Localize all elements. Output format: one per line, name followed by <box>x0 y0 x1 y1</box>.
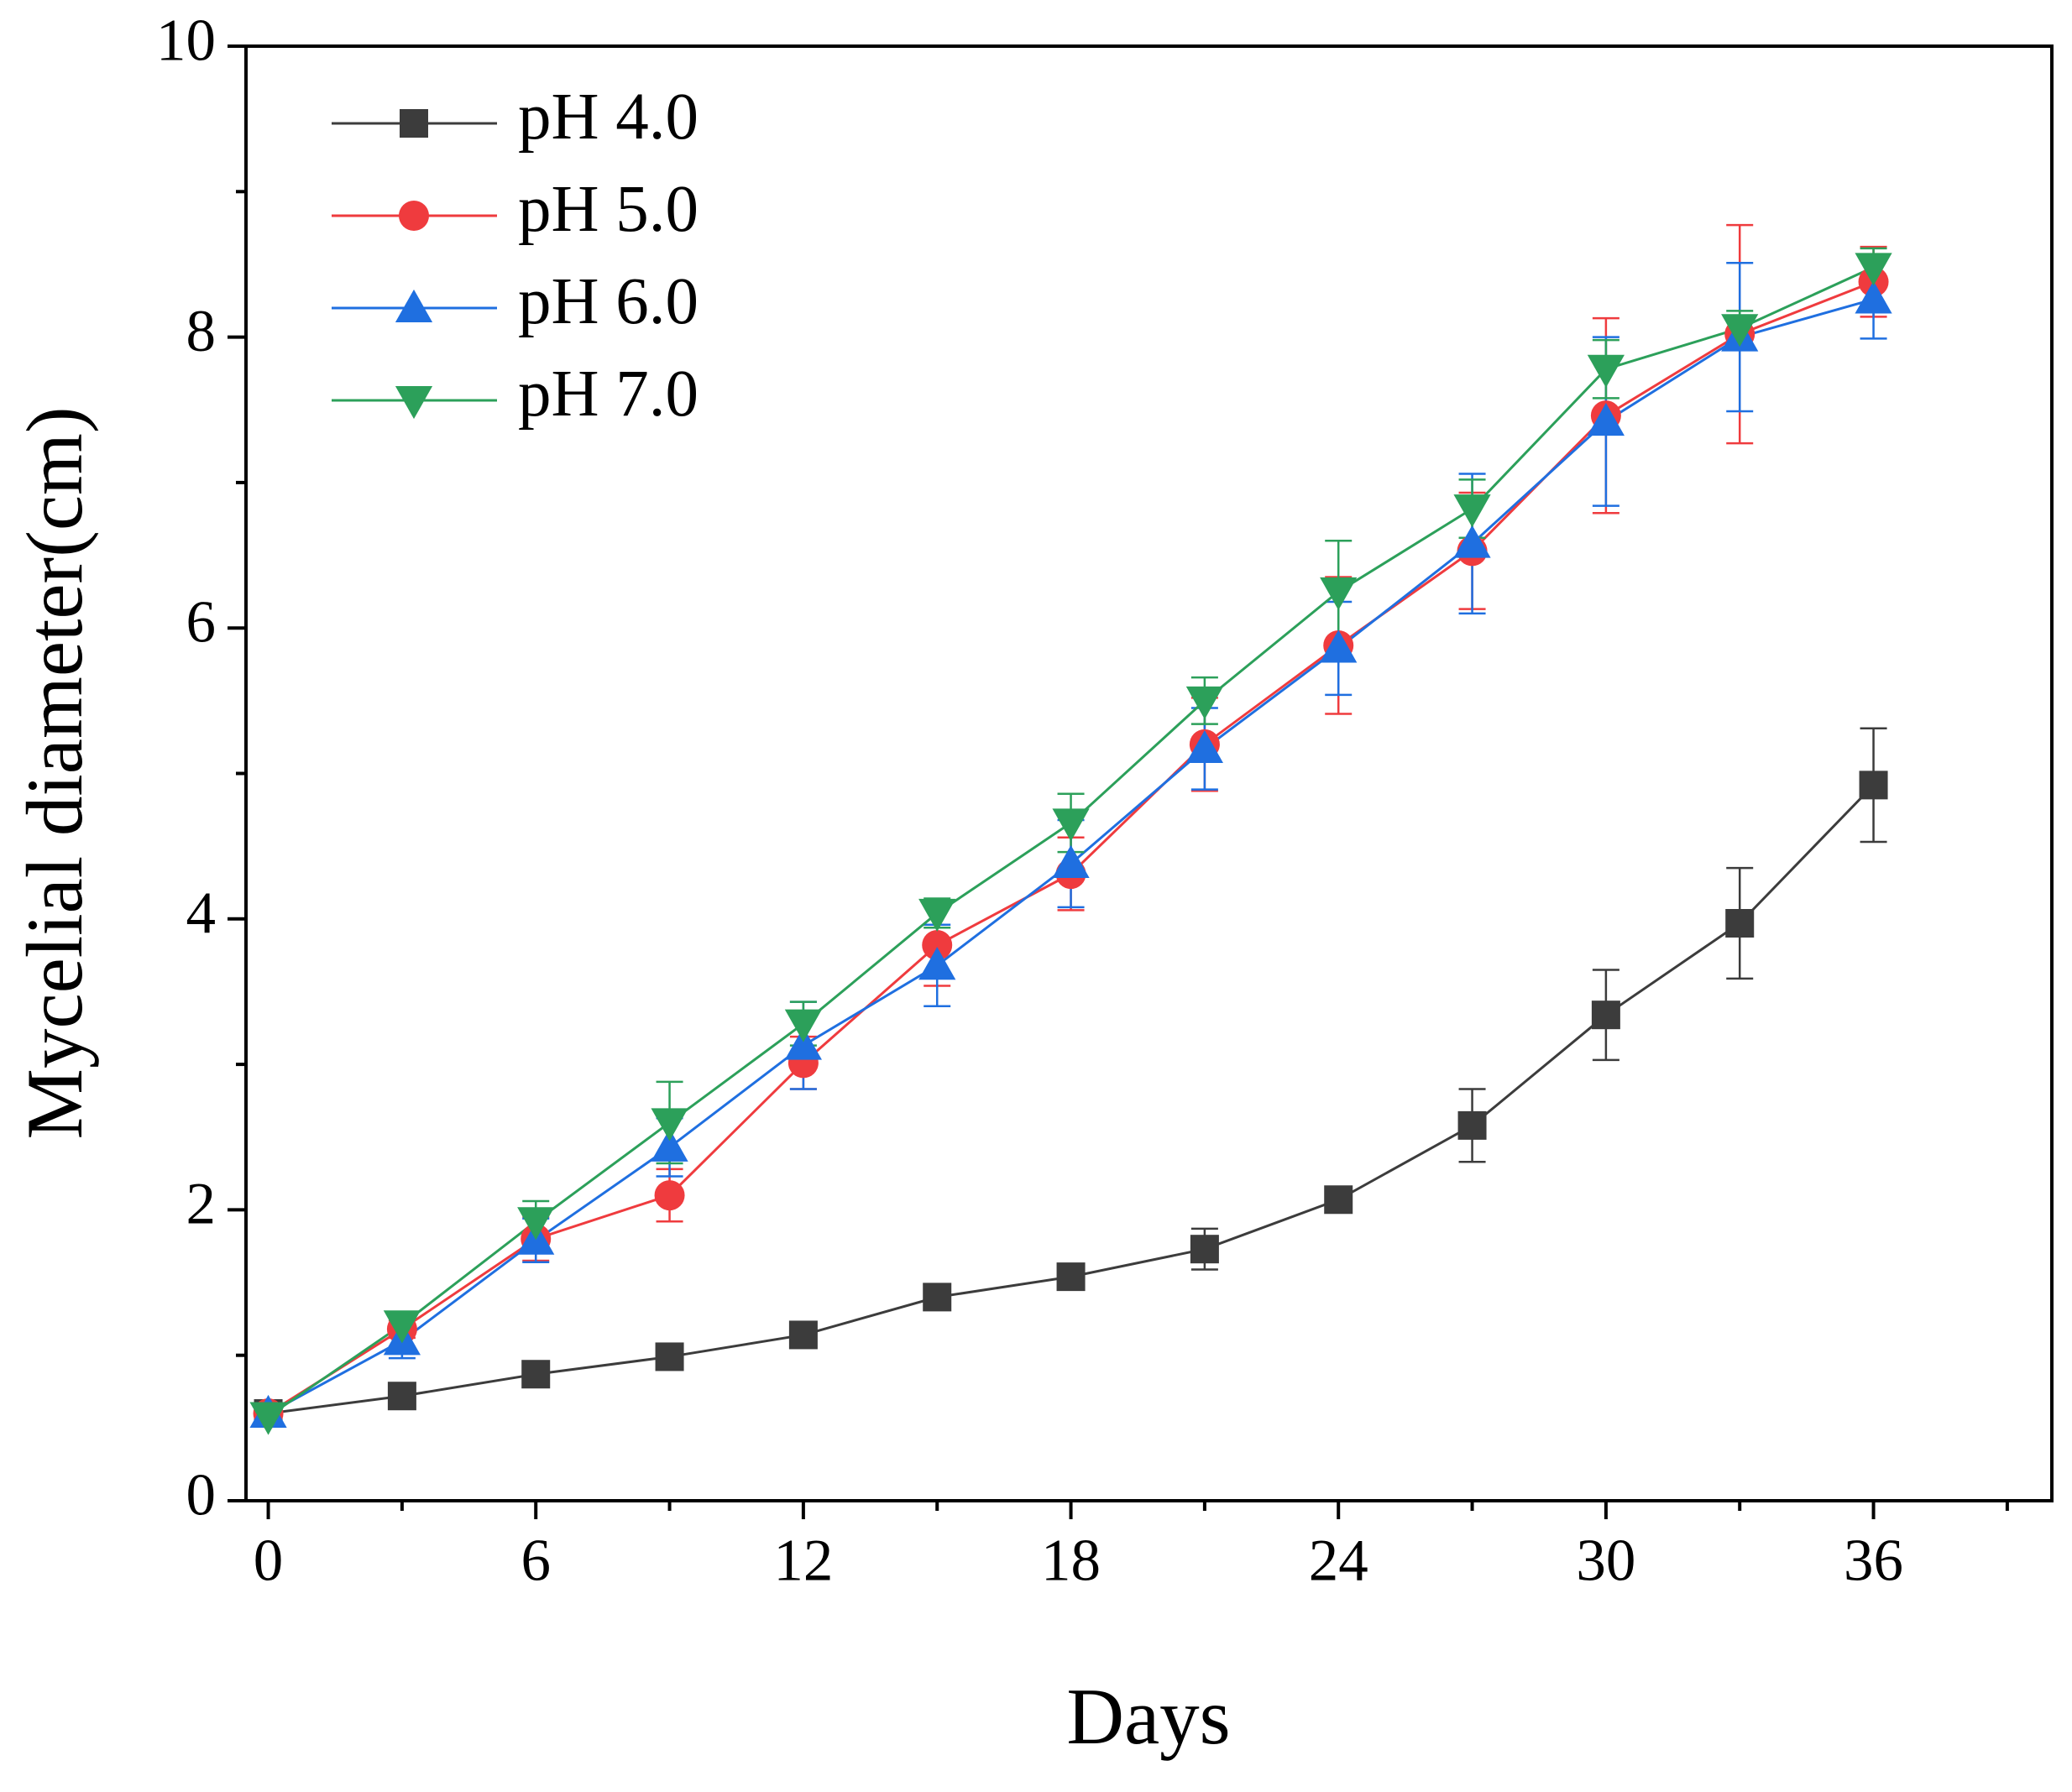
marker <box>395 289 433 322</box>
marker <box>1185 686 1223 719</box>
marker <box>1855 280 1892 314</box>
marker <box>395 386 433 420</box>
y-tick-label: 0 <box>186 1462 217 1528</box>
marker <box>1725 908 1755 938</box>
marker <box>788 1320 818 1350</box>
marker <box>249 1402 287 1435</box>
y-tick-label: 6 <box>186 589 217 655</box>
x-tick-label: 30 <box>1576 1528 1635 1593</box>
marker <box>1056 1262 1086 1292</box>
marker <box>922 929 953 960</box>
marker <box>517 1207 555 1241</box>
marker <box>655 1342 684 1371</box>
x-tick-label: 24 <box>1309 1528 1368 1593</box>
marker <box>1587 354 1625 388</box>
marker <box>1190 1235 1219 1264</box>
marker <box>654 1180 685 1211</box>
y-axis-title: Mycelial diameter(cm) <box>10 406 99 1139</box>
marker <box>383 1310 421 1344</box>
y-tick-label: 2 <box>186 1172 217 1237</box>
plot-frame <box>244 44 2054 1502</box>
marker <box>1052 808 1090 842</box>
legend-label: pH 6.0 <box>518 265 699 338</box>
marker <box>1185 729 1223 764</box>
marker <box>1457 1110 1487 1140</box>
x-tick-label: 18 <box>1041 1528 1101 1593</box>
marker <box>399 201 429 231</box>
marker <box>1320 577 1358 610</box>
x-tick-label: 12 <box>773 1528 833 1593</box>
marker <box>387 1382 416 1411</box>
marker <box>400 109 428 138</box>
y-tick-label: 10 <box>156 8 216 73</box>
marker <box>1453 494 1491 528</box>
marker <box>1324 1185 1353 1215</box>
marker <box>918 947 956 980</box>
marker <box>1052 844 1090 878</box>
x-tick-label: 0 <box>254 1528 284 1593</box>
legend-label: pH 4.0 <box>518 81 699 154</box>
marker <box>923 1283 952 1312</box>
marker <box>651 1108 688 1142</box>
x-axis-title: Days <box>1066 1672 1230 1761</box>
y-tick-label: 4 <box>186 880 217 946</box>
marker <box>918 898 956 932</box>
marker <box>784 1027 822 1060</box>
marker <box>1453 525 1491 558</box>
marker <box>1859 771 1888 800</box>
marker <box>1855 253 1892 286</box>
legend-label: pH 7.0 <box>518 358 699 431</box>
marker <box>1587 403 1625 436</box>
marker <box>1721 314 1759 347</box>
x-tick-label: 36 <box>1844 1528 1903 1593</box>
marker <box>521 1360 551 1389</box>
legend-label: pH 5.0 <box>518 173 699 246</box>
marker <box>1591 1000 1620 1030</box>
marker <box>784 1009 822 1042</box>
x-tick-label: 6 <box>521 1528 551 1593</box>
marker <box>651 1128 688 1162</box>
y-tick-label: 8 <box>186 299 217 364</box>
marker <box>1320 630 1358 663</box>
